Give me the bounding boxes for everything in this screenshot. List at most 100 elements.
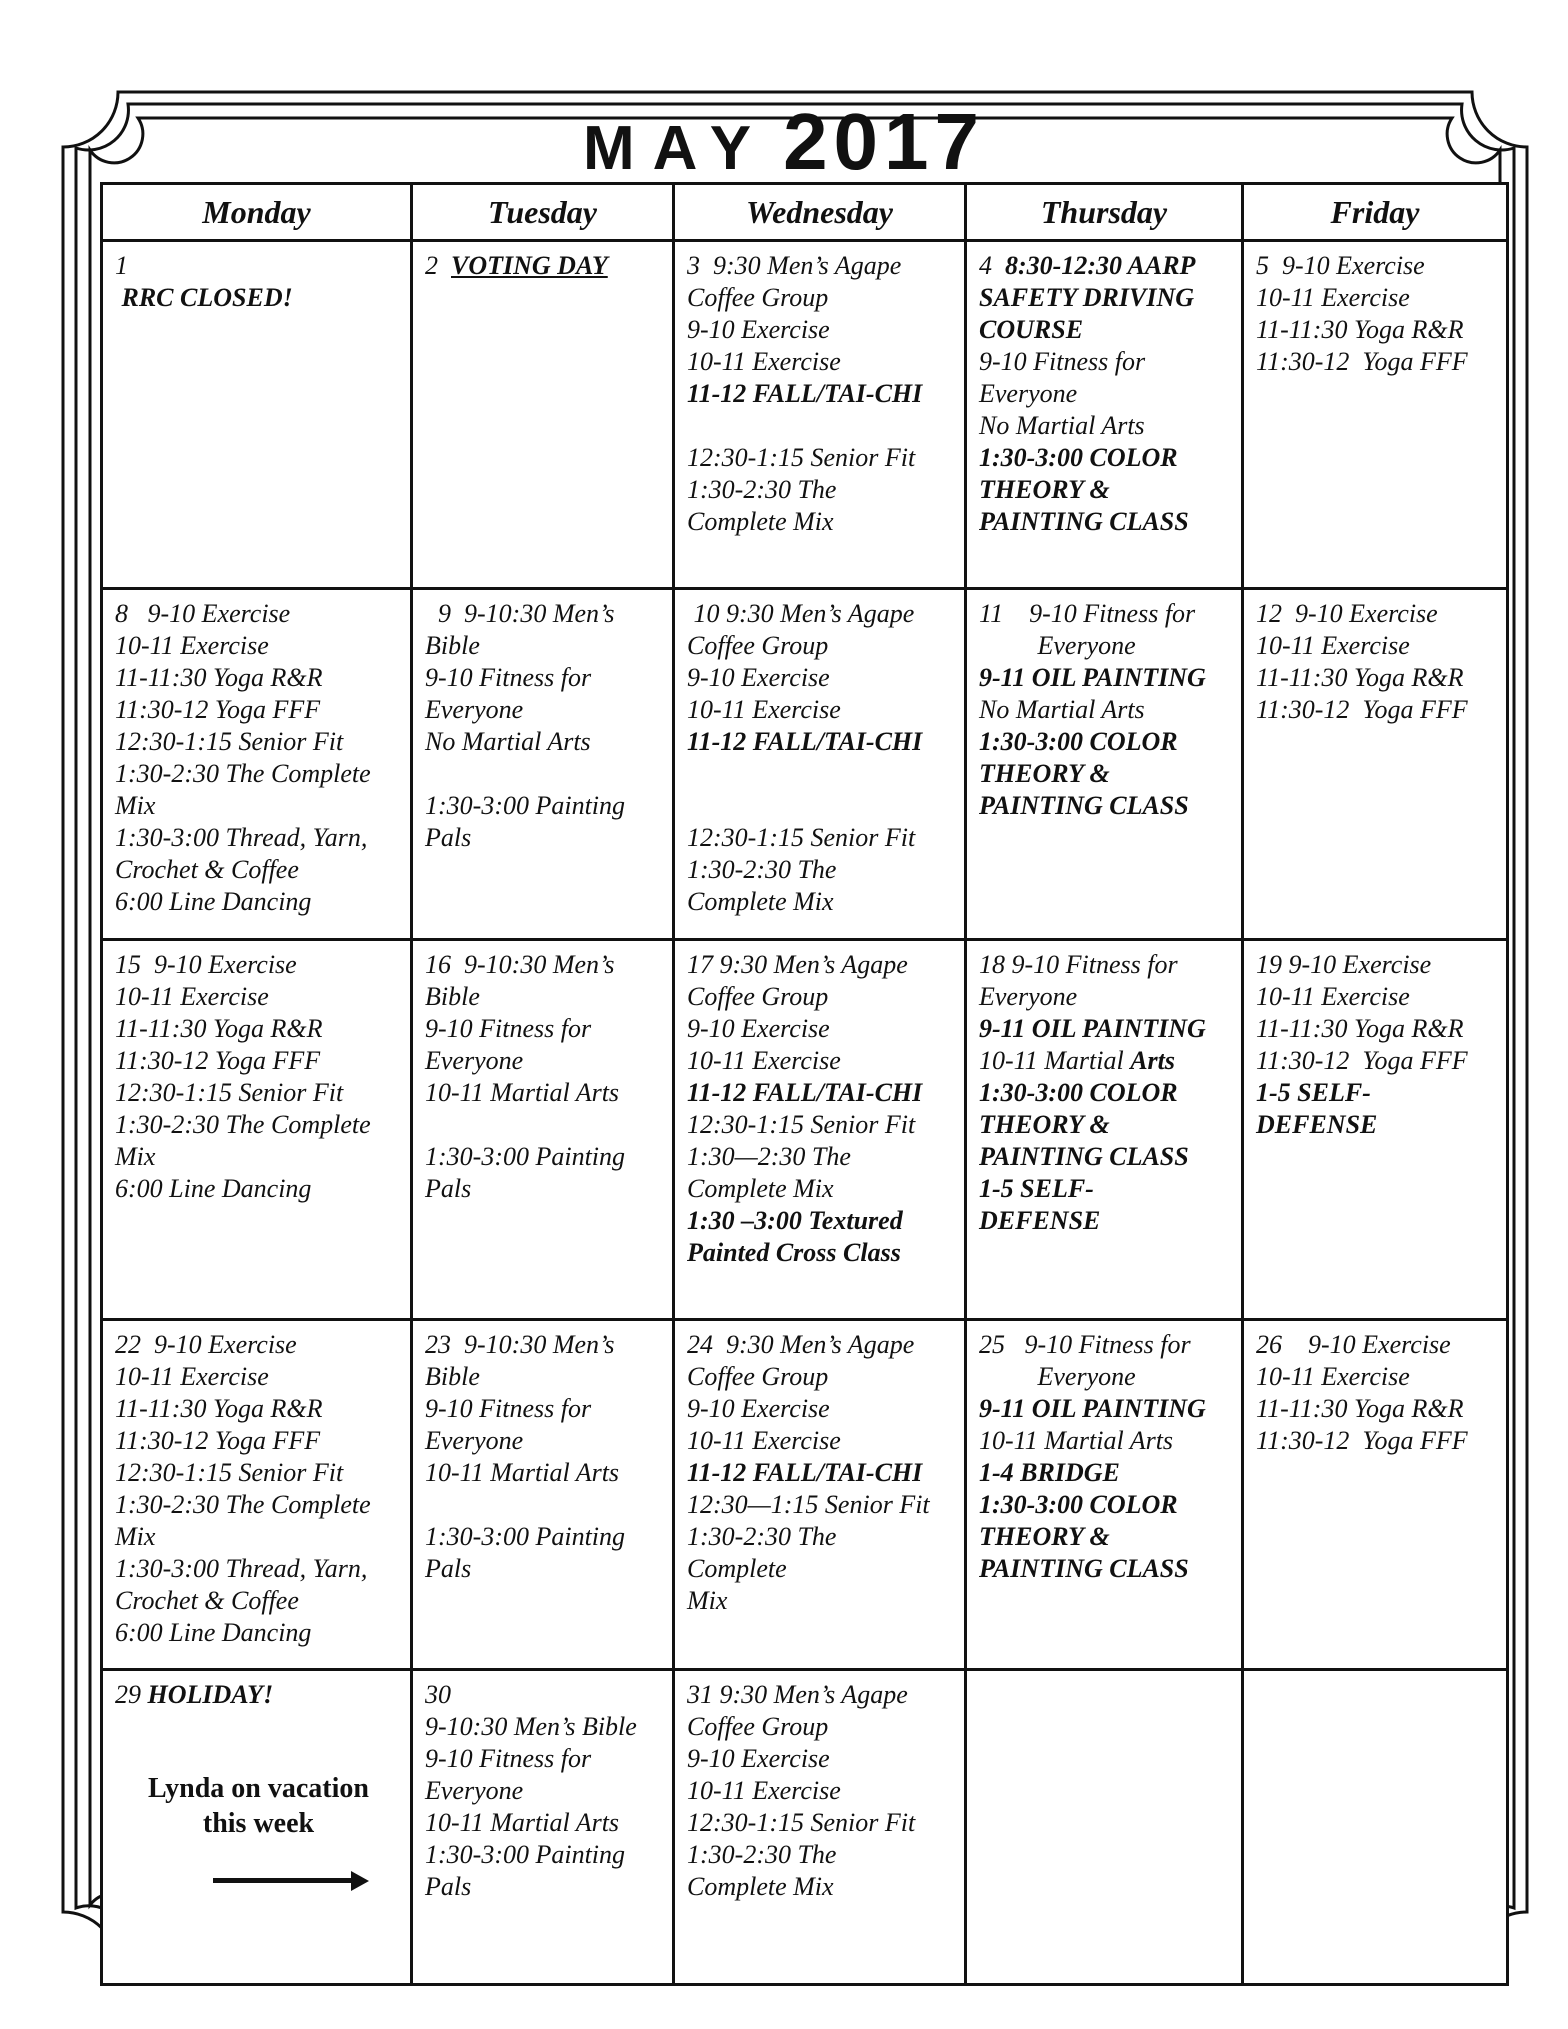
event-text: 10-11 Exercise (115, 1362, 269, 1391)
day-cell-thursday: 4 8:30-12:30 AARP SAFETY DRIVING COURSE 9-1… (964, 239, 1244, 590)
event-text: Bible (425, 982, 480, 1011)
event-text: 1:30-2:30 The Complete (115, 1110, 371, 1139)
event-text: 11:30-12 Yoga FFF (115, 695, 321, 724)
event-line: THEORY & (979, 474, 1233, 506)
event-line: 11-12 FALL/TAI-CHI (687, 1077, 956, 1109)
event-line: 1-5 SELF- (979, 1173, 1233, 1205)
event-line: 10-11 Exercise (115, 1361, 402, 1393)
event-text: 1:30-2:30 The Complete (115, 1490, 371, 1519)
event-line: 9-11 OIL PAINTING (979, 1393, 1233, 1425)
event-line: Complete Mix (687, 1871, 956, 1903)
event-text: 11:30-12 Yoga FFF (115, 1426, 321, 1455)
event-text: No Martial Arts (979, 411, 1145, 440)
event-text-bold: PAINTING CLASS (979, 507, 1189, 536)
event-text-bold: 9-11 OIL PAINTING (979, 663, 1206, 692)
event-line: 9-11 OIL PAINTING (979, 1013, 1233, 1045)
title-year: 2017 (783, 97, 986, 186)
event-line: 10-11 Exercise (1256, 1361, 1498, 1393)
event-text: Everyone (979, 631, 1136, 660)
event-text: 12:30-1:15 Senior Fit (687, 1110, 916, 1139)
event-text-bold: 1-4 BRIDGE (979, 1458, 1120, 1487)
event-line: 9-10 Exercise (687, 1013, 956, 1045)
event-text: 30 (425, 1680, 451, 1709)
event-line: 1:30-2:30 The Complete (115, 1489, 402, 1521)
event-line: 12:30-1:15 Senior Fit (115, 1457, 402, 1489)
day-cell-friday: 26 9-10 Exercise 10-11 Exercise 11-11:30 Y… (1241, 1318, 1509, 1671)
event-line: 12:30-1:15 Senior Fit (115, 726, 402, 758)
event-text-bold: PAINTING CLASS (979, 791, 1189, 820)
event-line: PAINTING CLASS (979, 506, 1233, 538)
event-text-bold: THEORY & (979, 1522, 1110, 1551)
event-line: 1:30—2:30 The (687, 1141, 956, 1173)
event-line (425, 1109, 664, 1141)
event-line: 9-10 Fitness for (425, 1743, 664, 1775)
event-text: 10 9:30 Men’s Agape (687, 599, 915, 628)
event-text: 9 9-10:30 Men’s (425, 599, 615, 628)
event-line: 1:30-3:00 Painting (425, 1839, 664, 1871)
header-wednesday: Wednesday (672, 182, 967, 242)
event-line: 11-11:30 Yoga R&R (1256, 314, 1498, 346)
event-text: Pals (425, 1872, 472, 1901)
event-text-bold: 8:30-12:30 AARP (1005, 251, 1196, 280)
event-text-bold: 1:30-3:00 COLOR (979, 1490, 1178, 1519)
event-line: 1:30-3:00 Painting (425, 790, 664, 822)
event-text: 9-10 Fitness for (979, 347, 1146, 376)
day-cell-monday: 1 RRC CLOSED! (100, 239, 413, 590)
event-line: 12:30-1:15 Senior Fit (687, 442, 956, 474)
event-line: 1:30-3:00 Thread, Yarn, (115, 1553, 402, 1585)
event-text: 11-11:30 Yoga R&R (115, 1014, 323, 1043)
event-text: Coffee Group (687, 1712, 829, 1741)
vacation-note: Lynda on vacation this week (115, 1771, 402, 1841)
event-line: 11:30-12 Yoga FFF (115, 694, 402, 726)
event-text: 6:00 Line Dancing (115, 1174, 312, 1203)
event-line: 1:30-2:30 The Complete (115, 1109, 402, 1141)
event-text-bold: 1:30-3:00 COLOR (979, 727, 1178, 756)
event-line: Coffee Group (687, 1361, 956, 1393)
event-text: 9-10 Exercise (687, 1014, 830, 1043)
day-cell-tuesday: 2 VOTING DAY (410, 239, 675, 590)
event-line: 5 9-10 Exercise (1256, 250, 1498, 282)
event-line: THEORY & (979, 1109, 1233, 1141)
event-text: 9-10 Fitness for (425, 1744, 592, 1773)
event-line: 9-10 Fitness for (425, 1013, 664, 1045)
event-line: 1:30-2:30 The (687, 474, 956, 506)
event-text: 11:30-12 Yoga FFF (115, 1046, 321, 1075)
event-line: Mix (115, 790, 402, 822)
vacation-note-line: this week (202, 1808, 315, 1839)
event-text: 10-11 Martial Arts (979, 1426, 1174, 1455)
event-text: Mix (115, 1142, 156, 1171)
week-row: 8 9-10 Exercise 10-11 Exercise 11-11:30 Yo… (100, 587, 1509, 941)
day-cell-tuesday: 23 9-10:30 Men’s Bible 9-10 Fitness for Eve… (410, 1318, 675, 1671)
event-text: No Martial Arts (979, 695, 1145, 724)
event-text-bold: VOTING DAY (451, 251, 608, 280)
event-text: 10-11 Exercise (1256, 631, 1410, 660)
event-line (425, 758, 664, 790)
vacation-note-line: Lynda on vacation (148, 1773, 369, 1804)
event-line: No Martial Arts (979, 694, 1233, 726)
event-line: 6:00 Line Dancing (115, 1173, 402, 1205)
event-text-bold: THEORY & (979, 759, 1110, 788)
event-line: 12:30-1:15 Senior Fit (687, 1109, 956, 1141)
event-line: 12 9-10 Exercise (1256, 598, 1498, 630)
event-line: 1:30-3:00 Thread, Yarn, (115, 822, 402, 854)
event-line: PAINTING CLASS (979, 1141, 1233, 1173)
event-line: Coffee Group (687, 282, 956, 314)
event-line: 10-11 Martial Arts (425, 1077, 664, 1109)
event-line: 26 9-10 Exercise (1256, 1329, 1498, 1361)
event-text: Pals (425, 1174, 472, 1203)
event-text-bold: 1:30-3:00 COLOR (979, 1078, 1178, 1107)
event-text: 22 9-10 Exercise (115, 1330, 297, 1359)
event-line: Everyone (979, 378, 1233, 410)
event-line: Everyone (979, 981, 1233, 1013)
event-text-bold: Arts (1130, 1046, 1175, 1075)
event-text: 11-11:30 Yoga R&R (1256, 1014, 1464, 1043)
header-monday: Monday (100, 182, 413, 242)
event-line: 6:00 Line Dancing (115, 1617, 402, 1649)
event-text: 10-11 Martial Arts (425, 1458, 620, 1487)
event-text: 10-11 Exercise (1256, 283, 1410, 312)
arrow-right-icon (213, 1871, 373, 1891)
day-cell-thursday: 11 9-10 Fitness for Everyone 9-11 OIL PAI… (964, 587, 1244, 941)
event-line: 1:30-2:30 The (687, 1839, 956, 1871)
event-line: Bible (425, 1361, 664, 1393)
event-line: 12:30-1:15 Senior Fit (115, 1077, 402, 1109)
